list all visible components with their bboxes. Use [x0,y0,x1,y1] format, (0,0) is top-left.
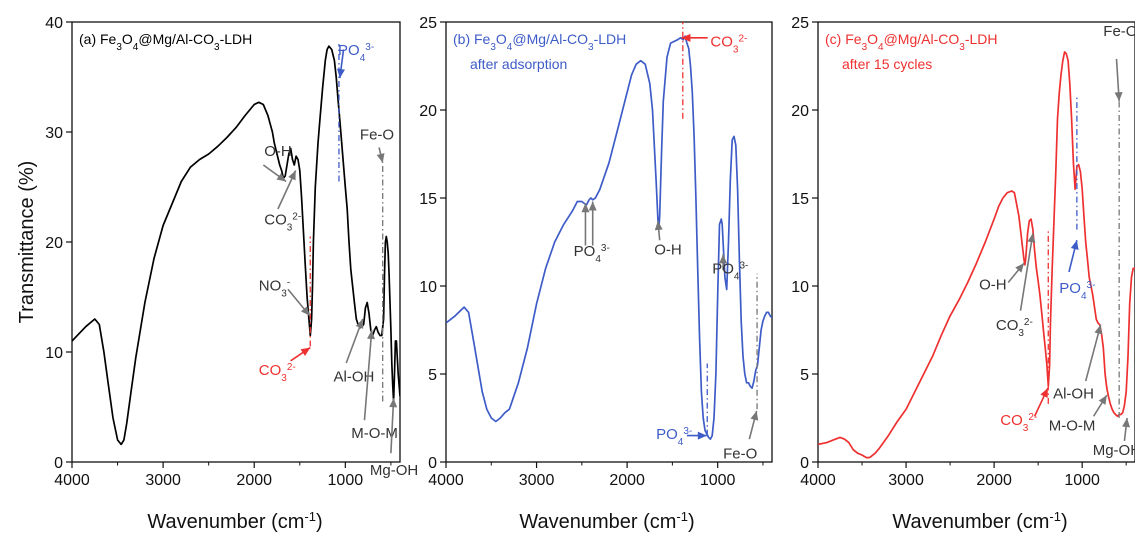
y-tick-label-c-4: 20 [791,103,809,120]
annotation-arrow-c-2 [1019,233,1034,311]
annotation-label-c-2: CO32- [996,317,1033,339]
x-tick-label-c-2: 2000 [976,472,1012,489]
plot-frame-b [445,21,773,463]
annotation-label-c-0: Fe-O [1103,23,1135,40]
y-tick-label-c-5: 25 [791,15,809,32]
y-tick-label-a-2: 20 [45,235,63,252]
annotation-arrow-a-8 [390,398,395,454]
x-tick-label-b-1: 3000 [519,472,555,489]
annotation-label-b-6: Fe-O [723,445,757,462]
annotation-label-b-1: PO43- [574,243,610,265]
annotation-arrowhead-b-4 [719,254,728,264]
annotation-arrowhead-c-3 [1070,240,1079,250]
panel-title-c: (c) Fe3O4@Mg/Al-CO3-LDH [825,31,997,53]
annotation-arrowhead-c-1 [1015,263,1025,273]
y-tick-label-c-0: 0 [800,455,809,472]
x-axis-title-b: Wavenumber (cm-1) [519,509,694,534]
annotation-arrowhead-a-1 [276,172,287,182]
annotation-label-a-5: Fe-O [360,127,394,144]
annotation-label-c-6: M-O-M [1049,417,1096,434]
y-tick-label-a-1: 10 [45,345,63,362]
y-axis-title: Transmittance (%) [16,161,38,324]
annotation-arrowhead-c-0 [1114,91,1123,102]
series-line-b-0 [446,35,772,440]
annotation-label-a-4: CO32- [259,362,296,384]
annotation-arrowhead-b-5 [697,431,707,440]
annotation-arrowhead-a-3 [300,306,310,316]
panel-a: 4000 3000 2000 1000 0 10 20 30 40 (a) Fe3O4@Mg/Al… [45,15,418,489]
annotation-label-a-1: O-H [264,143,292,160]
annotation-label-b-0: CO32- [710,33,747,55]
annotation-arrowhead-c-6 [1098,395,1107,405]
x-tick-label-b-2: 2000 [609,472,645,489]
annotation-arrowhead-b-2 [588,201,597,211]
annotation-arrowhead-a-2 [288,170,296,181]
x-tick-label-b-3: 1000 [700,472,736,489]
annotation-label-a-8: Mg-OH [370,462,418,479]
annotation-arrowhead-a-5 [376,153,385,163]
panel-subtitle-b: after adsorption [470,56,567,72]
y-tick-label-c-1: 5 [800,367,809,384]
plot-frame-c [817,21,1135,463]
annotation-label-a-3: NO3- [259,277,290,299]
annotation-arrowhead-b-6 [750,410,759,421]
annotation-label-c-3: PO43- [1059,280,1095,302]
y-tick-label-a-0: 0 [54,455,63,472]
y-tick-label-b-2: 10 [419,279,437,296]
panel-b: 4000 3000 2000 1000 0 5 10 15 20 25 (b) Fe3O4@Mg/A… [419,15,773,489]
annotation-arrowhead-b-0 [681,33,691,42]
y-tick-label-a-3: 30 [45,125,63,142]
series-line-a-0 [72,45,400,446]
x-tick-label-a-1: 3000 [145,472,181,489]
y-tick-label-b-5: 25 [419,15,437,32]
panel-title-a: (a) Fe3O4@Mg/Al-CO3-LDH [79,31,252,53]
annotation-arrowhead-a-4 [300,347,311,356]
x-tick-label-c-3: 1000 [1064,472,1100,489]
annotation-label-b-3: O-H [654,241,682,258]
annotation-label-c-7: Mg-OH [1093,442,1135,459]
y-tick-label-c-3: 15 [791,191,809,208]
annotation-label-c-5: CO32- [1000,412,1037,434]
annotation-arrowhead-a-8 [389,398,398,408]
plot-frame-a [71,21,401,463]
x-tick-label-c-0: 4000 [800,472,836,489]
y-tick-label-b-4: 20 [419,103,437,120]
annotation-label-a-2: CO32- [264,211,301,233]
x-axis-title-a: Wavenumber (cm-1) [147,509,322,534]
annotation-label-c-1: O-H [979,277,1007,294]
panel-c: 4000 3000 2000 1000 0 5 10 15 20 25 (c) Fe3O4@Mg/A… [791,15,1135,489]
y-tick-label-b-3: 15 [419,191,437,208]
annotation-arrowhead-c-4 [1094,324,1103,335]
series-line-c-0 [818,51,1135,459]
annotation-label-a-7: M-O-M [351,425,398,442]
y-tick-label-b-1: 5 [428,367,437,384]
annotation-label-b-4: PO43- [712,260,748,282]
panel-subtitle-c: after 15 cycles [842,56,932,72]
x-tick-label-c-1: 3000 [888,472,924,489]
annotation-arrowhead-c-5 [1040,388,1048,398]
annotation-arrowhead-b-3 [654,220,663,231]
annotation-arrow-c-4 [1084,324,1102,382]
x-axis-title-c: Wavenumber (cm-1) [892,509,1067,534]
annotation-label-c-4: Al-OH [1053,386,1094,403]
annotation-label-a-6: Al-OH [333,369,374,386]
y-tick-label-a-4: 40 [45,15,63,32]
y-tick-label-b-0: 0 [428,455,437,472]
annotation-arrowhead-a-7 [367,330,376,340]
x-tick-label-a-0: 4000 [54,472,90,489]
annotation-arrowhead-c-2 [1027,233,1036,243]
annotation-label-a-0: PO43- [338,42,374,64]
annotation-arrowhead-c-7 [1122,418,1131,428]
annotation-arrowhead-b-1 [581,203,590,213]
panel-title-b: (b) Fe3O4@Mg/Al-CO3-LDH [453,31,626,53]
x-tick-label-a-2: 2000 [236,472,272,489]
annotation-arrowhead-a-6 [355,319,364,329]
annotation-label-b-5: PO43- [656,426,692,448]
y-tick-label-c-2: 10 [791,279,809,296]
annotation-arrow-a-7 [363,329,373,421]
x-tick-label-a-3: 1000 [328,472,364,489]
x-tick-label-b-0: 4000 [428,472,464,489]
annotation-arrowhead-a-0 [337,68,345,79]
